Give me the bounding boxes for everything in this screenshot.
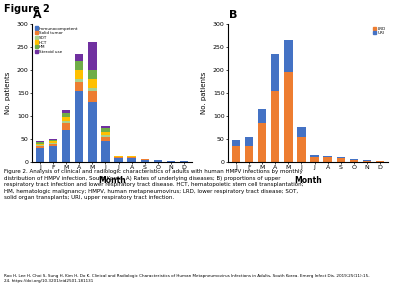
Bar bbox=[36, 141, 44, 142]
Text: A: A bbox=[33, 10, 41, 20]
Bar bbox=[36, 144, 44, 145]
Bar bbox=[284, 40, 292, 72]
Bar bbox=[310, 158, 319, 162]
Bar bbox=[101, 141, 110, 162]
Bar bbox=[88, 70, 96, 79]
Bar bbox=[114, 157, 123, 158]
Bar bbox=[75, 70, 84, 79]
Bar bbox=[88, 88, 96, 91]
Bar bbox=[245, 146, 253, 162]
Bar bbox=[49, 144, 57, 146]
Bar bbox=[62, 121, 70, 123]
Bar bbox=[101, 137, 110, 141]
Text: Roo H, Lee H, Choi S, Sung H, Kim H, Do K. Clinical and Radiologic Characteristi: Roo H, Lee H, Choi S, Sung H, Kim H, Do … bbox=[4, 274, 370, 283]
Bar bbox=[101, 135, 110, 137]
Y-axis label: No. patients: No. patients bbox=[5, 72, 11, 114]
Bar bbox=[128, 156, 136, 157]
Bar bbox=[363, 160, 371, 162]
Bar bbox=[258, 109, 266, 123]
Bar bbox=[258, 123, 266, 162]
Bar bbox=[62, 130, 70, 162]
Text: B: B bbox=[229, 10, 237, 20]
Text: Figure 2: Figure 2 bbox=[4, 4, 50, 14]
Bar bbox=[140, 159, 149, 160]
Bar bbox=[310, 155, 319, 158]
Bar bbox=[88, 79, 96, 88]
Bar bbox=[114, 158, 123, 162]
Bar bbox=[154, 160, 162, 162]
Bar bbox=[49, 146, 57, 162]
Bar bbox=[284, 72, 292, 162]
Bar bbox=[271, 54, 280, 91]
Bar bbox=[350, 159, 358, 160]
Bar bbox=[75, 54, 84, 61]
Bar bbox=[75, 61, 84, 70]
Bar bbox=[140, 160, 149, 162]
Bar bbox=[297, 137, 306, 162]
Legend: LRD, URI: LRD, URI bbox=[372, 26, 386, 36]
Bar bbox=[167, 160, 175, 161]
Bar bbox=[350, 160, 358, 162]
Bar bbox=[62, 123, 70, 130]
Bar bbox=[376, 161, 384, 162]
Bar bbox=[49, 140, 57, 141]
Bar bbox=[49, 143, 57, 144]
Bar bbox=[62, 117, 70, 121]
X-axis label: Month: Month bbox=[98, 176, 126, 185]
Bar bbox=[232, 146, 240, 162]
Bar bbox=[324, 156, 332, 158]
Bar bbox=[324, 158, 332, 162]
Legend: Immunocompetent, Solid tumor, SOT, HCT, HM, Steroid use: Immunocompetent, Solid tumor, SOT, HCT, … bbox=[34, 26, 79, 54]
Bar bbox=[232, 140, 240, 146]
Bar bbox=[36, 142, 44, 144]
Bar bbox=[114, 156, 123, 157]
Bar bbox=[49, 141, 57, 143]
Bar bbox=[75, 79, 84, 82]
Bar bbox=[245, 137, 253, 146]
Bar bbox=[167, 161, 175, 162]
Bar bbox=[75, 82, 84, 91]
Bar bbox=[36, 148, 44, 162]
Bar bbox=[36, 145, 44, 146]
Bar bbox=[88, 42, 96, 70]
Text: Figure 2. Analysis of clinical and radiologic characteristics of adults with hum: Figure 2. Analysis of clinical and radio… bbox=[4, 169, 304, 200]
Bar bbox=[101, 132, 110, 135]
Bar bbox=[101, 126, 110, 128]
Bar bbox=[271, 91, 280, 162]
Bar bbox=[128, 158, 136, 162]
Bar bbox=[297, 128, 306, 137]
Bar bbox=[49, 139, 57, 140]
Bar bbox=[36, 146, 44, 148]
Bar bbox=[62, 113, 70, 117]
Bar bbox=[75, 91, 84, 162]
Bar bbox=[363, 160, 371, 161]
Bar bbox=[88, 102, 96, 162]
Bar bbox=[88, 91, 96, 102]
Bar bbox=[180, 161, 188, 162]
Bar bbox=[62, 110, 70, 113]
X-axis label: Month: Month bbox=[294, 176, 322, 185]
Y-axis label: No. patients: No. patients bbox=[201, 72, 207, 114]
Bar bbox=[336, 158, 345, 162]
Bar bbox=[128, 157, 136, 158]
Bar bbox=[101, 128, 110, 132]
